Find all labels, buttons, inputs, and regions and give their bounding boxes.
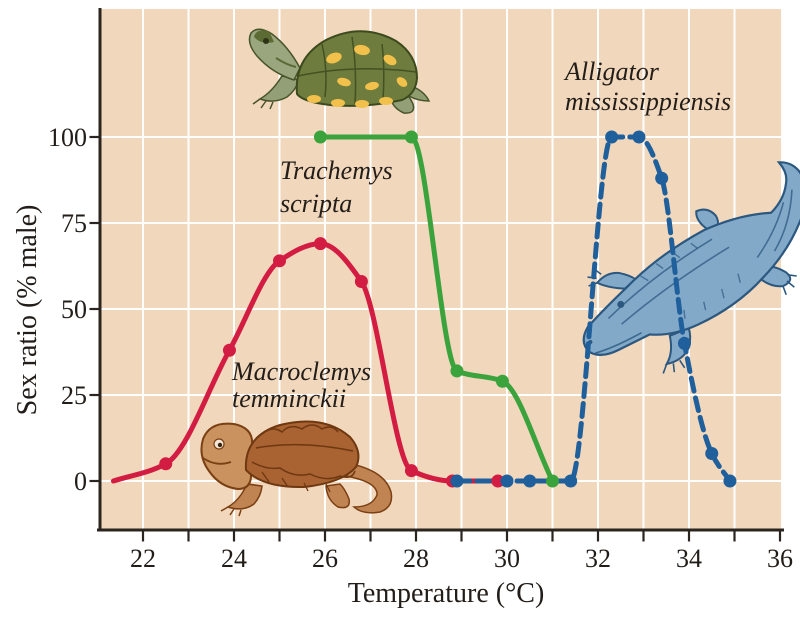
alligator-mississippiensis-illustration xyxy=(582,161,800,374)
x-tick-label: 34 xyxy=(676,544,702,573)
data-point xyxy=(546,474,559,488)
alligator-eye xyxy=(617,300,625,308)
x-tick-label: 30 xyxy=(494,544,520,573)
y-tick-label: 25 xyxy=(61,381,87,410)
data-point xyxy=(450,474,464,488)
y-tick-label: 75 xyxy=(61,209,87,238)
x-tick-label: 26 xyxy=(312,544,338,573)
data-point xyxy=(564,474,578,488)
x-tick-label: 28 xyxy=(403,544,429,573)
data-point xyxy=(273,254,286,268)
data-point xyxy=(655,171,669,185)
y-tick-label: 0 xyxy=(74,467,87,496)
species-label-trachemys-scripta: Trachemys scripta xyxy=(280,156,393,218)
species-annotations: Macroclemys temminckii Trachemys scripta All… xyxy=(231,57,731,413)
data-point xyxy=(705,446,719,460)
data-point xyxy=(500,474,514,488)
data-series xyxy=(110,130,737,488)
data-point xyxy=(523,474,537,488)
x-tick-label: 32 xyxy=(585,544,611,573)
alligator-body xyxy=(582,161,800,356)
axes: 22 24 26 28 30 32 34 36 0 25 50 75 100 xyxy=(48,8,793,573)
y-axis-title: Sex ratio (% male) xyxy=(12,205,43,416)
data-point xyxy=(605,130,619,144)
data-point xyxy=(313,237,327,251)
species-label-macroclemys-temminckii: Macroclemys temminckii xyxy=(231,357,371,413)
x-tick-label: 36 xyxy=(767,544,793,573)
series-line-trachemys-scripta xyxy=(317,134,555,484)
x-axis-title: Temperature (°C) xyxy=(348,578,545,609)
data-point xyxy=(313,130,327,144)
data-point xyxy=(723,474,737,488)
data-point xyxy=(404,464,418,478)
data-point xyxy=(354,274,368,288)
x-tick-label: 22 xyxy=(130,544,156,573)
data-point xyxy=(632,130,646,144)
x-tick-label: 24 xyxy=(221,544,247,573)
data-point xyxy=(677,336,691,350)
data-point xyxy=(404,130,418,144)
turtle-claws xyxy=(252,98,274,110)
snapper-head xyxy=(200,422,254,491)
data-point xyxy=(159,457,173,471)
species-label-alligator-mississippiensis: Alligator mississippiensis xyxy=(563,57,731,116)
snapper-eye xyxy=(217,442,223,448)
turtle-eye xyxy=(263,38,269,44)
data-point xyxy=(222,343,236,357)
macroclemys-temminckii-illustration xyxy=(200,420,393,517)
y-tick-label: 100 xyxy=(48,123,87,152)
y-tick-label: 50 xyxy=(61,295,87,324)
trachemys-scripta-illustration xyxy=(248,28,431,114)
data-point xyxy=(495,374,509,388)
data-point xyxy=(450,364,464,378)
data-point xyxy=(491,474,505,488)
